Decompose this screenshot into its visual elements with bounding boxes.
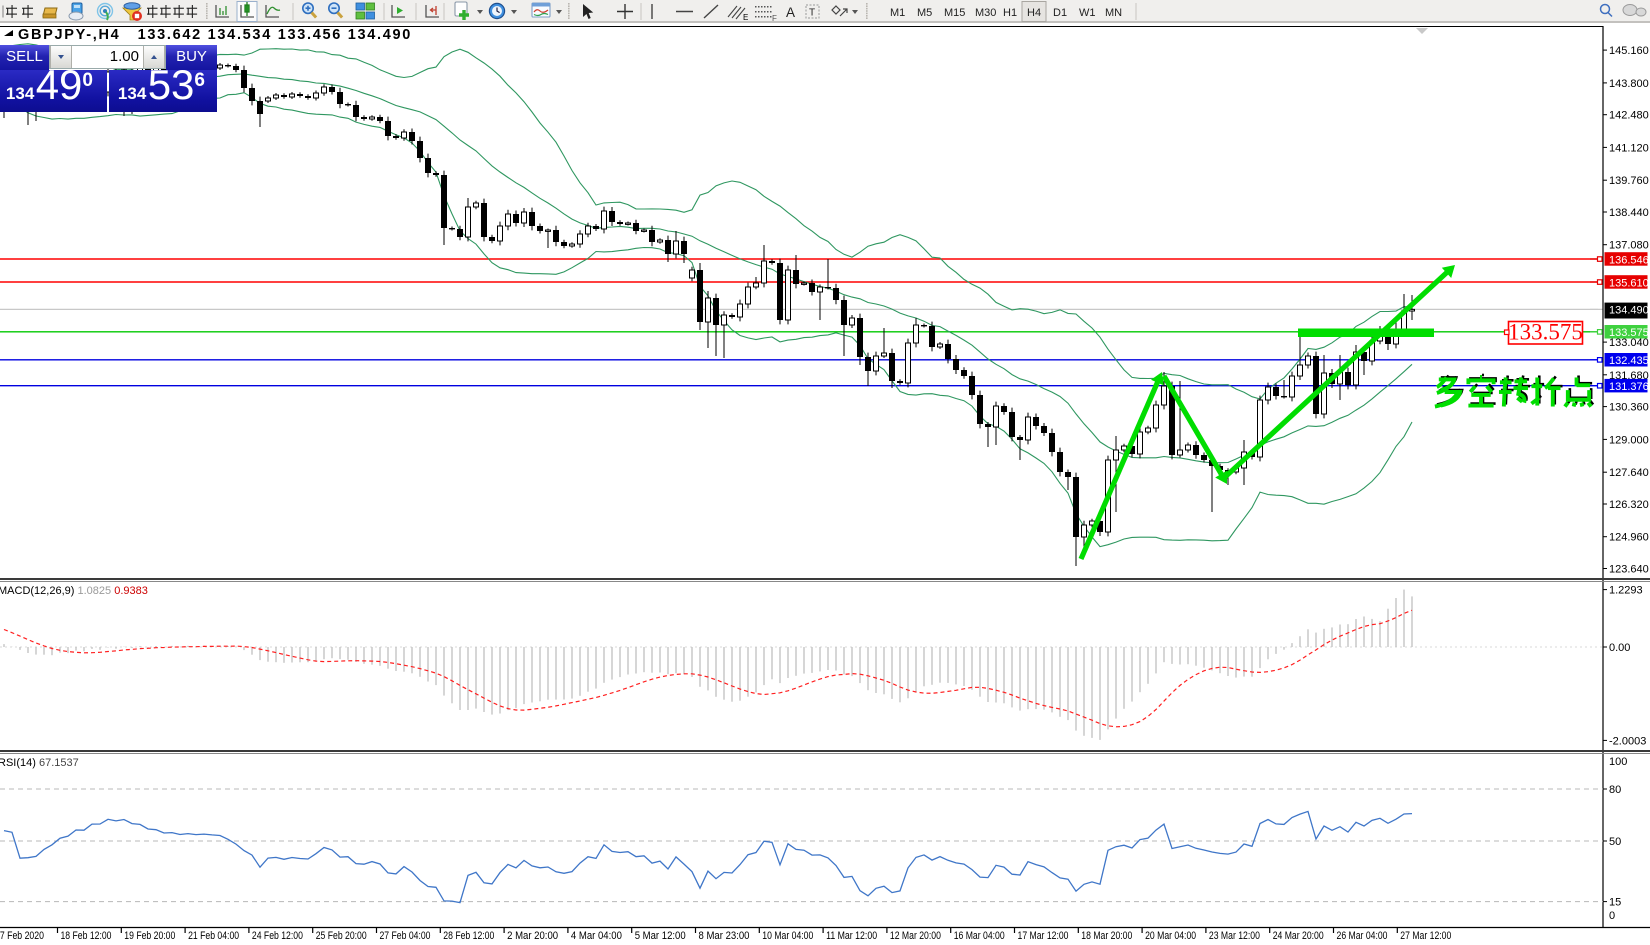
svg-text:M15: M15 [944, 7, 965, 19]
svg-text:139.760: 139.760 [1609, 175, 1649, 187]
svg-text:23 Mar 12:00: 23 Mar 12:00 [1209, 930, 1260, 942]
svg-text:133.575: 133.575 [1508, 320, 1583, 345]
svg-text:131.376: 131.376 [1609, 381, 1649, 393]
svg-text:F: F [772, 14, 777, 23]
svg-text:135.610: 135.610 [1609, 277, 1649, 289]
svg-text:24 Feb 12:00: 24 Feb 12:00 [252, 930, 303, 942]
svg-text:24 Mar 20:00: 24 Mar 20:00 [1273, 930, 1324, 942]
svg-text:145.160: 145.160 [1609, 45, 1649, 57]
svg-text:27 Feb 04:00: 27 Feb 04:00 [380, 930, 431, 942]
svg-text:127.640: 127.640 [1609, 467, 1649, 479]
svg-text:133.575: 133.575 [1609, 327, 1649, 339]
svg-text:H4: H4 [1027, 7, 1041, 19]
svg-text:126.320: 126.320 [1609, 499, 1649, 511]
svg-text:2 Mar 20:00: 2 Mar 20:00 [507, 930, 558, 942]
svg-text:134.490: 134.490 [1609, 305, 1649, 317]
svg-text:16 Mar 04:00: 16 Mar 04:00 [954, 930, 1005, 942]
svg-text:130.360: 130.360 [1609, 402, 1649, 414]
svg-text:138.440: 138.440 [1609, 207, 1649, 219]
svg-text:21 Feb 04:00: 21 Feb 04:00 [188, 930, 239, 942]
svg-text:27 Mar 12:00: 27 Mar 12:00 [1400, 930, 1451, 942]
svg-text:133.040: 133.040 [1609, 337, 1649, 349]
svg-text:15: 15 [1609, 897, 1621, 909]
svg-text:8 Mar 23:00: 8 Mar 23:00 [699, 930, 750, 942]
svg-text:D1: D1 [1053, 7, 1067, 19]
svg-text:17 Mar 12:00: 17 Mar 12:00 [1018, 930, 1069, 942]
svg-text:142.480: 142.480 [1609, 110, 1649, 122]
svg-text:132.435: 132.435 [1609, 355, 1649, 367]
svg-text:M30: M30 [975, 7, 996, 19]
svg-text:H1: H1 [1003, 7, 1017, 19]
svg-text:｜: ｜ [0, 5, 9, 19]
svg-text:M1: M1 [890, 7, 905, 19]
svg-text:M5: M5 [917, 7, 932, 19]
svg-text:10 Mar 04:00: 10 Mar 04:00 [762, 930, 813, 942]
svg-text:12 Mar 20:00: 12 Mar 20:00 [890, 930, 941, 942]
svg-text:26 Mar 04:00: 26 Mar 04:00 [1337, 930, 1388, 942]
svg-text:1.2293: 1.2293 [1609, 585, 1643, 597]
svg-text:25 Feb 20:00: 25 Feb 20:00 [316, 930, 367, 942]
svg-text:-2.0003: -2.0003 [1609, 735, 1646, 747]
svg-text:143.800: 143.800 [1609, 78, 1649, 90]
svg-text:18 Mar 20:00: 18 Mar 20:00 [1081, 930, 1132, 942]
svg-text:W1: W1 [1079, 7, 1096, 19]
svg-text:T: T [809, 8, 815, 19]
svg-text:17 Feb 2020: 17 Feb 2020 [0, 930, 44, 942]
svg-text:MACD(12,26,9) 1.0825 0.9383: MACD(12,26,9) 1.0825 0.9383 [0, 585, 148, 597]
svg-text:4 Mar 04:00: 4 Mar 04:00 [571, 930, 622, 942]
svg-text:18 Feb 12:00: 18 Feb 12:00 [61, 930, 112, 942]
svg-text:MN: MN [1105, 7, 1122, 19]
svg-text:28 Feb 12:00: 28 Feb 12:00 [443, 930, 494, 942]
svg-text:0: 0 [1609, 910, 1615, 922]
svg-text:124.960: 124.960 [1609, 532, 1649, 544]
svg-text:141.120: 141.120 [1609, 142, 1649, 154]
svg-text:136.546: 136.546 [1609, 254, 1649, 266]
svg-text:131.680: 131.680 [1609, 370, 1649, 382]
svg-text:50: 50 [1609, 836, 1621, 848]
svg-text:100: 100 [1609, 756, 1627, 768]
svg-text:19 Feb 20:00: 19 Feb 20:00 [124, 930, 175, 942]
svg-text:80: 80 [1609, 784, 1621, 796]
svg-text:129.000: 129.000 [1609, 434, 1649, 446]
svg-text:E: E [743, 13, 748, 22]
svg-text:20 Mar 04:00: 20 Mar 04:00 [1145, 930, 1196, 942]
svg-text:5 Mar 12:00: 5 Mar 12:00 [635, 930, 686, 942]
svg-text:11 Mar 12:00: 11 Mar 12:00 [826, 930, 877, 942]
svg-text:0.00: 0.00 [1609, 642, 1630, 654]
svg-text:RSI(14) 67.1537: RSI(14) 67.1537 [0, 757, 79, 769]
svg-text:137.080: 137.080 [1609, 240, 1649, 252]
svg-text:123.640: 123.640 [1609, 564, 1649, 576]
svg-text:A: A [786, 5, 795, 20]
